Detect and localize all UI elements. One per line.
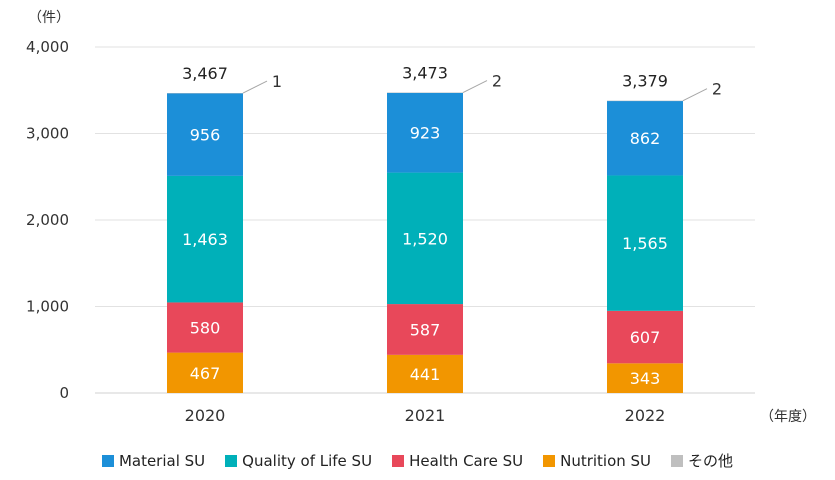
bar-value-label: 441 (410, 365, 441, 384)
legend-item: Health Care SU (392, 450, 523, 471)
y-tick-label: 4,000 (26, 38, 69, 56)
bar-segment (387, 92, 463, 173)
legend-swatch (671, 454, 684, 467)
legend-swatch (543, 454, 556, 467)
bar-value-label: 1 (272, 72, 282, 91)
bar-value-label: 923 (410, 124, 441, 143)
bar-value-label: 1,463 (182, 230, 228, 249)
leader-line (462, 80, 488, 94)
legend-label: Nutrition SU (560, 451, 652, 470)
y-tick-label: 2,000 (26, 211, 69, 229)
legend-label: Health Care SU (409, 451, 524, 470)
bar-value-label: 343 (630, 369, 661, 388)
legend-label: その他 (688, 452, 734, 470)
legend-item: Material SU (101, 450, 206, 471)
x-axis-label: （年度） (760, 409, 816, 425)
x-tick-label: 2020 (185, 406, 226, 425)
legend-swatch (225, 454, 238, 467)
y-tick-label: 3,000 (26, 125, 69, 143)
bar-segment (387, 172, 463, 305)
bar-segment (167, 352, 243, 393)
legend-swatch (392, 454, 405, 467)
x-tick-label: 2022 (625, 406, 666, 425)
bar-value-label: 1,520 (402, 229, 448, 248)
bar-value-label: 1,565 (622, 234, 668, 253)
legend: Material SU Quality of Life SU Health Care… (0, 450, 835, 471)
bar-segment (607, 175, 683, 311)
bar-value-label: 467 (190, 364, 221, 383)
bar-value-label: 587 (410, 320, 441, 339)
bar-total-label: 3,467 (182, 64, 228, 83)
bar-value-label: 2 (492, 72, 502, 91)
bar-segment (387, 354, 463, 393)
bar-value-label: 580 (190, 319, 221, 338)
leader-line (682, 88, 708, 102)
legend-item: Quality of Life SU (225, 450, 372, 471)
y-tick-label: 0 (59, 384, 69, 402)
bar-segment (387, 304, 463, 355)
bar-value-label: 862 (630, 129, 661, 148)
bar-total-label: 3,473 (402, 64, 448, 83)
bar-segment (607, 100, 683, 176)
x-tick-label: 2021 (405, 406, 446, 425)
bar-value-label: 2 (712, 80, 722, 99)
bar-segment (167, 175, 243, 303)
legend-swatch (101, 454, 114, 467)
bar-segment (607, 310, 683, 364)
legend-item: Nutrition SU (543, 450, 651, 471)
bar-value-label: 607 (630, 328, 661, 347)
bar-total-label: 3,379 (622, 72, 668, 91)
legend-item: その他 (671, 450, 733, 471)
y-tick-label: 1,000 (26, 298, 69, 316)
bar-segment (167, 302, 243, 353)
bar-value-label: 956 (190, 126, 221, 145)
stacked-bar-chart: （件） （年度） 0 1,000 2,000 3,000 4,000 467 580 1,4… (26, 10, 816, 425)
bar-segment (607, 363, 683, 393)
bar-segment (167, 93, 243, 176)
legend-label: Material SU (118, 451, 206, 470)
y-unit-label: （件） (28, 10, 70, 26)
leader-line (242, 80, 268, 94)
legend-label: Quality of Life SU (242, 451, 373, 470)
